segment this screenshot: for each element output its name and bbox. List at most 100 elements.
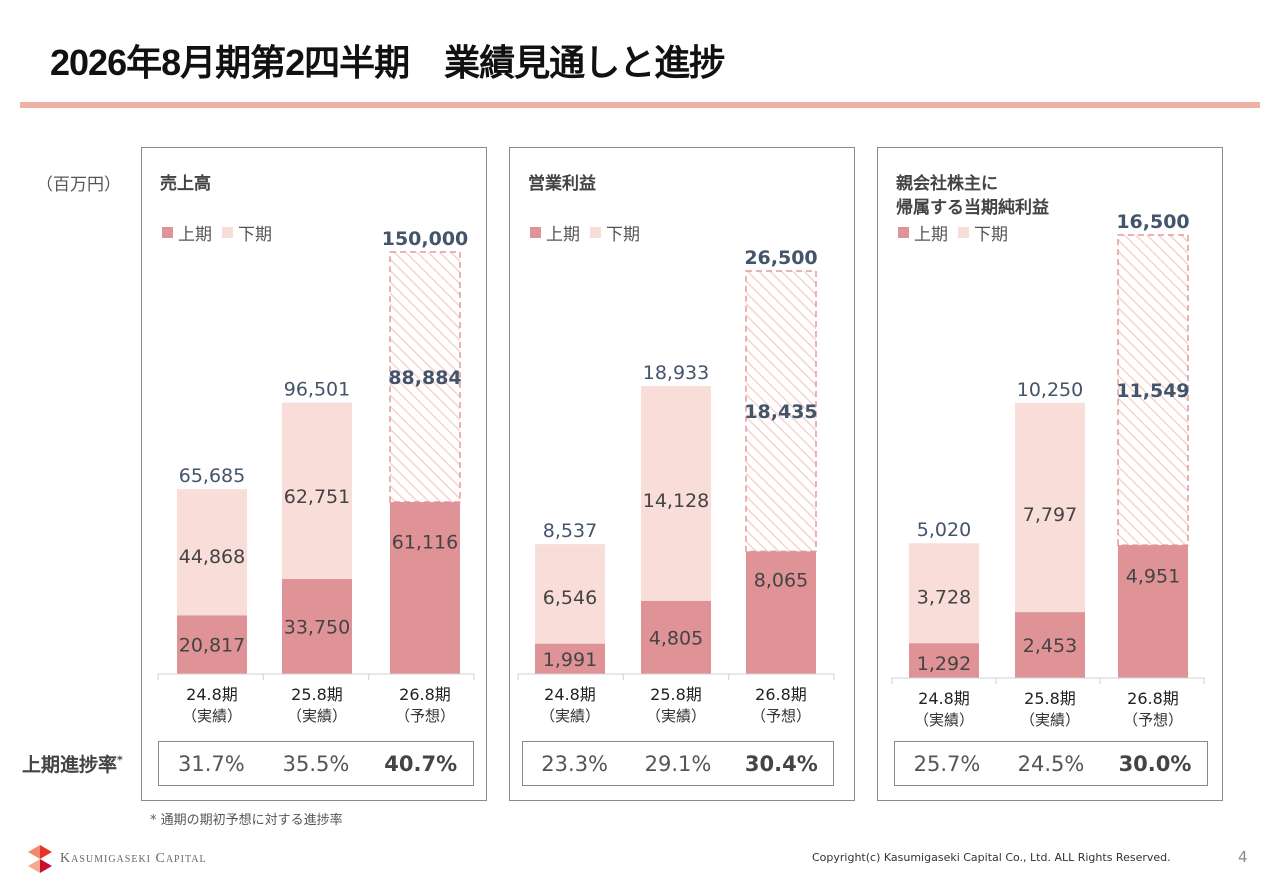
legend-item-first-half: 上期 (898, 220, 948, 245)
data-label-first-half: 2,453 (1023, 635, 1077, 657)
bar-second-half (1015, 402, 1085, 613)
bar-first-half (282, 579, 352, 674)
bar-first-half (1015, 612, 1085, 678)
legend-item-second-half: 下期 (590, 220, 640, 245)
copyright: Copyright(c) Kasumigaseki Capital Co., L… (812, 851, 1171, 864)
legend-item-first-half: 上期 (162, 220, 212, 245)
bar-second-half-forecast (745, 270, 817, 553)
data-label-second-half: 88,884 (388, 367, 461, 389)
x-tick-sublabel: （予想） (395, 707, 455, 725)
bar-first-half (746, 551, 816, 674)
data-label-total: 10,250 (1017, 379, 1083, 401)
data-label-first-half: 20,817 (179, 635, 245, 657)
progress-rate-box: 23.3% 29.1% 30.4% (522, 741, 834, 786)
stacked-bar-chart: 20,817 44,868 65,685 24.8期 （実績） 33,750 62,751 9… (157, 228, 475, 725)
legend-swatch-first-half (530, 227, 541, 238)
stacked-bar-chart: 1,292 3,728 5,020 24.8期 （実績） 2,453 7,797 10,250… (891, 211, 1205, 729)
data-label-total: 16,500 (1116, 211, 1189, 233)
legend-item-second-half: 下期 (958, 220, 1008, 245)
x-tick-sublabel: （実績） (1020, 711, 1080, 729)
legend-swatch-second-half (590, 227, 601, 238)
x-tick-label: 25.8期 (291, 685, 343, 704)
data-label-total: 150,000 (382, 228, 469, 250)
x-tick-sublabel: （実績） (182, 707, 242, 725)
chart-panel-operating-income: 営業利益 上期 下期 1,991 6,546 8,537 24.8期 （実績） 4,805… (509, 147, 855, 801)
x-tick-label: 24.8期 (544, 685, 596, 704)
data-label-second-half: 44,868 (179, 546, 245, 568)
x-tick-sublabel: （実績） (646, 707, 706, 725)
x-tick-label: 26.8期 (1127, 689, 1179, 708)
legend-label: 上期 (914, 225, 948, 245)
bar-first-half (1118, 545, 1188, 678)
data-label-second-half: 62,751 (284, 486, 350, 508)
legend-label: 上期 (178, 225, 212, 245)
legend-item-second-half: 下期 (222, 220, 272, 245)
chart-legend: 上期 下期 (898, 220, 1018, 245)
chart-title: 売上高 (160, 174, 211, 194)
data-label-total: 65,685 (179, 465, 245, 487)
progress-rate-forecast: 30.4% (744, 751, 818, 776)
data-label-second-half: 6,546 (543, 587, 597, 609)
bar-first-half (909, 643, 979, 678)
legend-swatch-first-half (898, 227, 909, 238)
first-half-progress-label: 上期進捗率* (22, 750, 123, 777)
legend-swatch-first-half (162, 227, 173, 238)
chart-title-line: 親会社株主に (896, 174, 998, 194)
legend-swatch-second-half (222, 227, 233, 238)
x-tick-sublabel: （予想） (751, 707, 811, 725)
title-divider (20, 102, 1260, 108)
page-title: 2026年8月期第2四半期 業績見通しと進捗 (50, 42, 725, 83)
data-label-total: 18,933 (643, 362, 709, 384)
progress-rate: 24.5% (1017, 751, 1085, 776)
progress-rate-forecast: 30.0% (1118, 751, 1192, 776)
data-label-second-half: 11,549 (1116, 380, 1189, 402)
x-tick-label: 26.8期 (399, 685, 451, 704)
data-label-first-half: 8,065 (754, 570, 808, 592)
page-number: 4 (1238, 848, 1248, 866)
x-tick-label: 24.8期 (918, 689, 970, 708)
bar-first-half (641, 600, 711, 674)
progress-rate: 35.5% (282, 751, 350, 776)
footnote: * 通期の期初予想に対する進捗率 (150, 813, 343, 828)
x-tick-label: 25.8期 (1024, 689, 1076, 708)
chart-title: 営業利益 (528, 174, 596, 194)
rate-label-text: 上期進捗率 (22, 754, 118, 776)
company-logo: Kasumigaseki Capital (28, 845, 207, 873)
data-label-first-half: 4,951 (1126, 566, 1180, 588)
bar-second-half-forecast (1117, 234, 1189, 546)
rate-label-footnote-mark: * (117, 753, 123, 767)
x-tick-label: 25.8期 (650, 685, 702, 704)
x-tick-sublabel: （実績） (914, 711, 974, 729)
progress-rate: 25.7% (913, 751, 981, 776)
data-label-first-half: 61,116 (392, 532, 458, 554)
data-label-first-half: 33,750 (284, 617, 350, 639)
data-label-total: 26,500 (744, 247, 817, 269)
chart-title-line: 帰属する当期純利益 (896, 198, 1049, 218)
legend-swatch-second-half (958, 227, 969, 238)
logo-mark-icon (28, 845, 52, 873)
unit-label: （百万円） (36, 175, 121, 195)
progress-rate: 31.7% (177, 751, 245, 776)
chart-legend: 上期 下期 (530, 220, 650, 245)
bar-second-half (177, 489, 247, 616)
data-label-second-half: 3,728 (917, 586, 971, 608)
progress-rate: 29.1% (644, 751, 712, 776)
chart-title: 親会社株主に 帰属する当期純利益 (896, 172, 1049, 220)
data-label-first-half: 1,991 (543, 649, 597, 671)
progress-rate-box: 25.7% 24.5% 30.0% (894, 741, 1208, 786)
legend-label: 上期 (546, 225, 580, 245)
bar-second-half-forecast (389, 251, 461, 503)
chart-legend: 上期 下期 (162, 220, 282, 245)
stacked-bar-chart: 1,991 6,546 8,537 24.8期 （実績） 4,805 14,128 18,93… (517, 247, 835, 725)
chart-panel-sales: 売上高 上期 下期 20,817 44,868 65,685 24.8期 （実績） 33,… (141, 147, 487, 801)
data-label-second-half: 18,435 (744, 401, 817, 423)
legend-label: 下期 (238, 225, 272, 245)
x-tick-sublabel: （予想） (1123, 711, 1183, 729)
bar-first-half (177, 615, 247, 674)
bar-second-half (535, 544, 605, 644)
x-tick-label: 26.8期 (755, 685, 807, 704)
progress-rate-box: 31.7% 35.5% 40.7% (158, 741, 474, 786)
data-label-total: 5,020 (917, 519, 971, 541)
legend-item-first-half: 上期 (530, 220, 580, 245)
bar-second-half (909, 543, 979, 644)
